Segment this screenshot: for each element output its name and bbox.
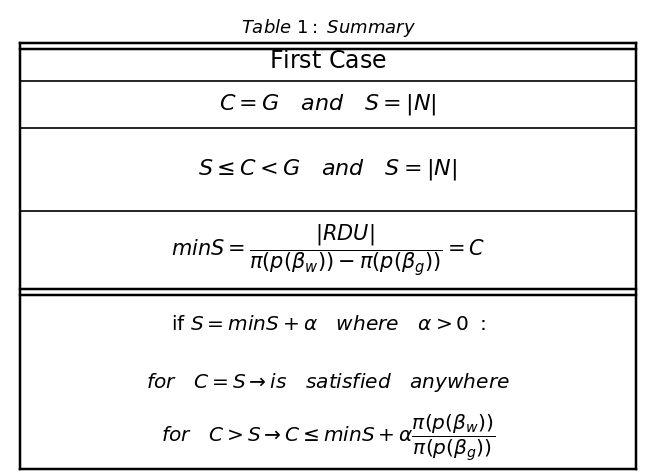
Text: $\mathrm{First\ Case}$: $\mathrm{First\ Case}$ (269, 50, 387, 73)
Text: $\mathit{for} \quad C > S \rightarrow C \leq \mathit{min}S + \alpha\dfrac{\pi(p(: $\mathit{for} \quad C > S \rightarrow C … (161, 412, 495, 464)
Text: $C = G \quad \mathit{and} \quad S = |N|$: $C = G \quad \mathit{and} \quad S = |N|$ (219, 92, 437, 117)
Text: $S \leq C < G \quad \mathit{and} \quad S = |N|$: $S \leq C < G \quad \mathit{and} \quad S… (199, 157, 457, 182)
Text: $\mathit{for} \quad C = S \rightarrow \mathit{is} \quad \mathit{satisfied} \quad: $\mathit{for} \quad C = S \rightarrow \m… (146, 371, 510, 394)
Text: $\mathrm{if}\ S = \mathit{min}S + \alpha \quad \mathit{where} \quad \alpha > 0\ : $\mathrm{if}\ S = \mathit{min}S + \alpha… (171, 315, 485, 334)
Text: $\mathit{Table\ 1:\ Summary}$: $\mathit{Table\ 1:\ Summary}$ (241, 17, 415, 38)
Text: $\mathit{min}S = \dfrac{|RDU|}{\pi(p(\beta_w))-\pi(p(\beta_g))} = C$: $\mathit{min}S = \dfrac{|RDU|}{\pi(p(\be… (171, 222, 485, 278)
